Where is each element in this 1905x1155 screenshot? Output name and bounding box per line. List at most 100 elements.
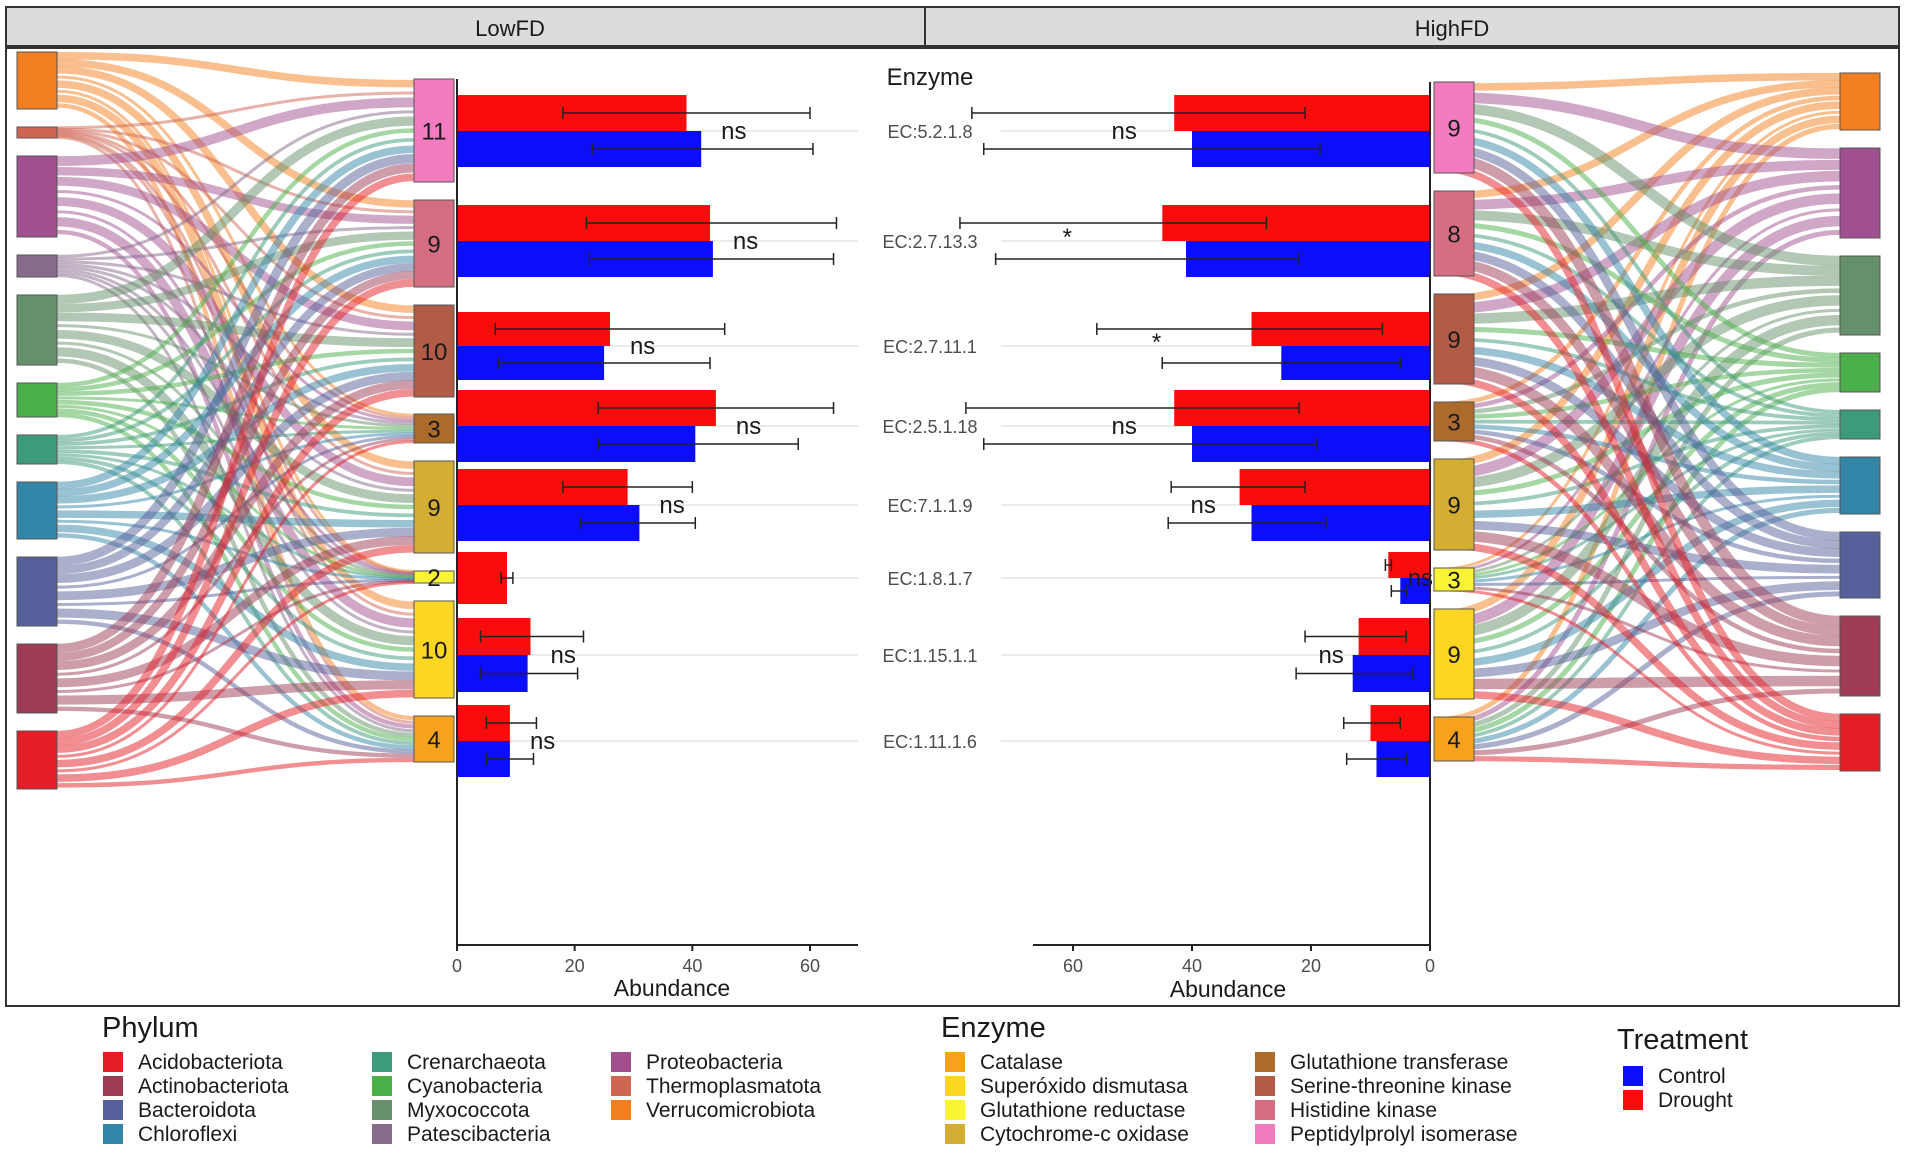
left-flow-actinobacteriota-4 xyxy=(56,536,415,688)
left-flow-cyanobacteria-0 xyxy=(56,128,415,388)
legend-phylum-title: Phylum xyxy=(102,1012,199,1044)
lowfd-drought-errorbar-5 xyxy=(500,572,514,584)
ec-label-1: EC:2.7.13.3 xyxy=(882,232,977,252)
legend-enzyme-swatch-5 xyxy=(1255,1076,1275,1096)
right-flow-crenarchaeota-1 xyxy=(1437,231,1841,418)
lowfd-node-count-5: 2 xyxy=(427,565,440,592)
legend-phylum-label-8: Proteobacteria xyxy=(646,1051,783,1074)
enzyme-center-title: Enzyme xyxy=(887,64,974,91)
right-flow-acidobacteriota-3 xyxy=(1437,436,1841,742)
highfd-node-count-7: 4 xyxy=(1447,727,1460,754)
highfd-node-count-1: 8 xyxy=(1447,222,1460,249)
left-flow-actinobacteriota-2 xyxy=(56,380,415,670)
right-phylum-node-proteobacteria xyxy=(1839,147,1881,239)
right-flow-acidobacteriota-7 xyxy=(1437,756,1841,770)
right-phylum-node-crenarchaeota xyxy=(1839,409,1881,440)
left-flow-myxococcota-0 xyxy=(56,116,415,304)
legend-phylum-label-3: Chloroflexi xyxy=(138,1123,237,1146)
ec-label-6: EC:1.15.1.1 xyxy=(882,646,977,666)
legend-enzyme-label-7: Peptidylprolyl isomerase xyxy=(1290,1123,1518,1146)
lowfd-node-count-2: 10 xyxy=(421,339,448,366)
left-flow-proteobacteria-1 xyxy=(56,167,415,224)
facet-label-highfd: HighFD xyxy=(1415,16,1490,41)
legend-enzyme-swatch-7 xyxy=(1255,1124,1275,1144)
lowfd-tick-label-0: 0 xyxy=(452,956,462,976)
left-phylum-node-thermoplasmatota xyxy=(16,126,58,139)
lowfd-enzyme-node-5 xyxy=(413,570,455,584)
right-flow-verrucomicrobiota-2 xyxy=(1437,87,1841,303)
legend-enzyme-label-1: Superóxido dismutasa xyxy=(980,1075,1188,1098)
left-flow-chloroflexi-1 xyxy=(56,255,415,497)
highfd-drought-errorbar-6 xyxy=(1304,630,1407,643)
highfd-tick-label-0: 60 xyxy=(1063,956,1083,976)
legend-phylum-label-7: Patescibacteria xyxy=(407,1123,551,1146)
legend-phylum-label-0: Acidobacteriota xyxy=(138,1051,283,1074)
right-phylum-node-myxococcota xyxy=(1839,255,1881,336)
lowfd-tick-label-1: 20 xyxy=(565,956,585,976)
left-flow-chloroflexi-2 xyxy=(56,363,415,504)
lowfd-tick-label-2: 40 xyxy=(682,956,702,976)
lowfd-node-count-7: 4 xyxy=(427,727,440,754)
legend-phylum-label-4: Crenarchaeota xyxy=(407,1051,546,1074)
highfd-drought-errorbar-1 xyxy=(959,217,1268,229)
left-flow-bacteroidota-6 xyxy=(56,608,415,681)
sankey-flows xyxy=(56,51,1841,788)
left-flow-thermoplasmatota-4 xyxy=(56,131,415,476)
legend-treatment-label-0: Control xyxy=(1658,1065,1726,1088)
highfd-enzyme-node-4 xyxy=(1433,458,1475,551)
right-phylum-node-verrucomicrobiota xyxy=(1839,72,1881,131)
left-flow-chloroflexi-5 xyxy=(56,519,415,581)
left-flow-crenarchaeota-3 xyxy=(56,429,415,450)
lowfd-sig-label-4: ns xyxy=(659,492,684,519)
legend-phylum-label-10: Verrucomicrobiota xyxy=(646,1099,816,1122)
left-flow-myxococcota-1 xyxy=(56,231,415,313)
highfd-node-count-5: 3 xyxy=(1447,568,1460,595)
legend-enzyme-swatch-1 xyxy=(945,1076,965,1096)
legend-phylum-label-5: Cyanobacteria xyxy=(407,1075,543,1098)
highfd-tick-label-2: 20 xyxy=(1301,956,1321,976)
right-flow-acidobacteriota-5 xyxy=(1437,588,1841,755)
left-flow-actinobacteriota-5 xyxy=(56,579,415,693)
lowfd-drought-errorbar-1 xyxy=(585,217,838,229)
highfd-enzyme-node-6 xyxy=(1433,608,1475,700)
right-flow-crenarchaeota-3 xyxy=(1437,419,1841,425)
left-flow-acidobacteriota-2 xyxy=(56,389,415,753)
lowfd-control-errorbar-0 xyxy=(591,143,814,155)
left-flow-bacteroidota-0 xyxy=(56,154,415,566)
right-flow-acidobacteriota-1 xyxy=(1437,267,1841,729)
left-flow-verrucomicrobiota-0 xyxy=(56,51,415,88)
lowfd-drought-errorbar-2 xyxy=(494,323,726,335)
highfd-drought-errorbar-5 xyxy=(1384,559,1393,571)
right-flow-acidobacteriota-4 xyxy=(1437,541,1841,750)
legend-treatment-label-1: Drought xyxy=(1658,1089,1733,1112)
left-flow-patescibacteria-0 xyxy=(56,110,415,258)
highfd-control-errorbar-6 xyxy=(1295,667,1413,680)
legend-treatment-swatch-0 xyxy=(1623,1066,1643,1086)
left-flow-crenarchaeota-0 xyxy=(56,137,415,439)
left-phylum-node-verrucomicrobiota xyxy=(16,51,58,110)
left-flow-patescibacteria-1 xyxy=(56,226,415,261)
highfd-x-axis-title: Abundance xyxy=(1170,976,1286,1002)
lowfd-enzyme-node-1 xyxy=(413,199,455,288)
legend-phylum-swatch-7 xyxy=(372,1124,392,1144)
legend-enzyme-swatch-4 xyxy=(1255,1052,1275,1072)
legend-phylum-swatch-4 xyxy=(372,1052,392,1072)
facet-label-lowfd: LowFD xyxy=(475,16,545,41)
bar-layer: ns EC:5.2.1.8 ns EC:2.7.13.3 ns EC:2.7.11.1 ns… xyxy=(457,95,1433,777)
ec-label-5: EC:1.8.1.7 xyxy=(887,569,972,589)
lowfd-drought-errorbar-4 xyxy=(562,481,694,493)
right-phylum-node-chloroflexi xyxy=(1839,456,1881,515)
legend-enzyme-title: Enzyme xyxy=(941,1012,1046,1044)
highfd-tick-label-1: 40 xyxy=(1182,956,1202,976)
highfd-enzyme-node-3 xyxy=(1433,401,1475,442)
lowfd-enzyme-node-6 xyxy=(413,600,455,699)
legend-phylum-label-2: Bacteroidota xyxy=(138,1099,256,1122)
highfd-node-count-2: 9 xyxy=(1447,327,1460,354)
right-flow-acidobacteriota-0 xyxy=(1437,164,1841,722)
highfd-sig-label-0: ns xyxy=(1111,118,1136,145)
right-phylum-node-actinobacteriota xyxy=(1839,615,1881,697)
legend-phylum-swatch-10 xyxy=(611,1100,631,1120)
right-flow-cyanobacteria-0 xyxy=(1437,114,1841,358)
legend-phylum-swatch-9 xyxy=(611,1076,631,1096)
right-flow-actinobacteriota-3 xyxy=(1437,432,1841,654)
